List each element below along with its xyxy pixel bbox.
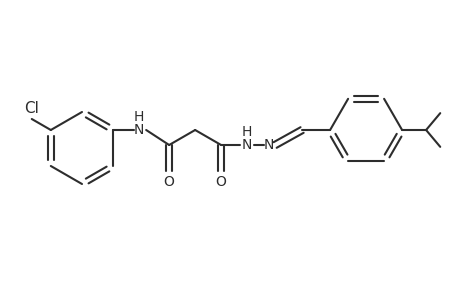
Text: N: N — [241, 138, 252, 152]
Text: N: N — [263, 138, 274, 152]
Text: H: H — [134, 110, 144, 124]
Text: O: O — [163, 175, 174, 188]
Text: N: N — [134, 123, 144, 137]
Text: H: H — [241, 125, 252, 139]
Text: Cl: Cl — [24, 101, 39, 116]
Text: O: O — [215, 175, 226, 188]
